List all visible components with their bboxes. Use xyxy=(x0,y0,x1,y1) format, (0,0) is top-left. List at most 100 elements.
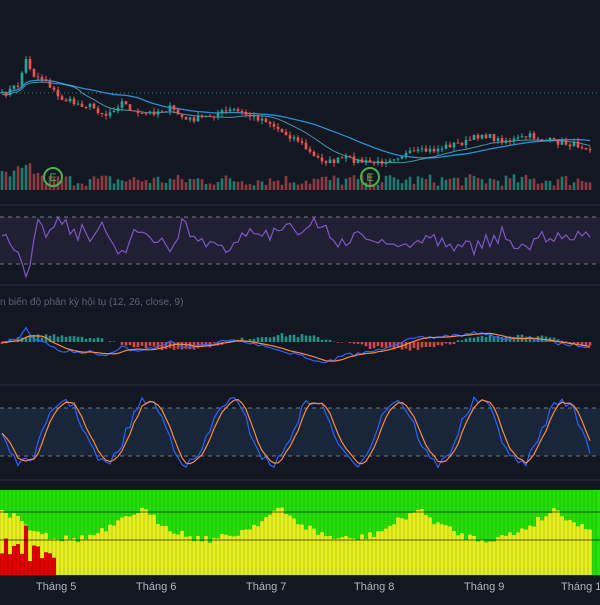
heatmap-bar-red xyxy=(8,554,12,575)
heatmap-bar-yellow xyxy=(308,526,312,575)
macd-histogram-bar xyxy=(313,335,316,342)
candle-body xyxy=(461,143,464,145)
macd-histogram-bar xyxy=(161,342,164,350)
candle-body xyxy=(245,112,248,115)
volume-bar xyxy=(513,174,516,190)
heatmap-bar-yellow xyxy=(136,513,140,575)
candle-body xyxy=(545,140,548,141)
macd-histogram-bar xyxy=(121,342,124,345)
volume-bar xyxy=(277,181,280,190)
macd-histogram-bar xyxy=(341,342,344,343)
heatmap-bar-yellow xyxy=(128,516,132,575)
price-pane[interactable] xyxy=(0,56,600,167)
volume-bar xyxy=(505,176,508,190)
heatmap-bar-yellow xyxy=(164,526,168,575)
volume-bar xyxy=(541,183,544,190)
volume-bar xyxy=(353,175,356,190)
candle-body xyxy=(117,108,120,111)
macd-histogram-bar xyxy=(261,337,264,342)
candle-body xyxy=(581,147,584,148)
macd-histogram-bar xyxy=(453,342,456,344)
macd-histogram-bar xyxy=(361,342,364,344)
heatmap-bar-yellow xyxy=(496,537,500,575)
candle-body xyxy=(209,116,212,117)
stochastic-pane[interactable] xyxy=(0,397,600,467)
macd-histogram-bar xyxy=(437,342,440,345)
candle-body xyxy=(329,160,332,163)
heatmap-bar-yellow xyxy=(248,530,252,575)
macd-histogram-bar xyxy=(85,339,88,342)
heatmap-bar-yellow xyxy=(300,525,304,575)
volume-bar xyxy=(141,181,144,190)
candle-body xyxy=(409,151,412,153)
heatmap-bar-yellow xyxy=(468,535,472,575)
heatmap-pane[interactable] xyxy=(0,490,600,575)
heatmap-bar-yellow xyxy=(180,531,184,575)
heatmap-bar-yellow xyxy=(208,543,212,575)
candle-body xyxy=(425,149,428,152)
volume-bar xyxy=(213,185,216,190)
heatmap-bar-yellow xyxy=(84,539,88,575)
volume-bar xyxy=(445,180,448,190)
volume-bar xyxy=(501,186,504,190)
candle-body xyxy=(257,115,260,120)
candle-body xyxy=(393,159,396,160)
candle-body xyxy=(169,105,172,111)
heatmap-bar-yellow xyxy=(340,537,344,575)
heatmap-bar-yellow xyxy=(488,542,492,575)
candle-body xyxy=(421,149,424,150)
macd-histogram-bar xyxy=(461,340,464,342)
heatmap-bar-yellow xyxy=(336,538,340,575)
rsi-pane[interactable] xyxy=(0,217,600,277)
candle-body xyxy=(541,139,544,140)
candle-body xyxy=(317,156,320,158)
volume-pane xyxy=(1,163,592,190)
macd-histogram-bar xyxy=(73,336,76,342)
heatmap-bar-yellow xyxy=(100,528,104,575)
candle-body xyxy=(17,86,20,87)
heatmap-bar-yellow xyxy=(228,536,232,575)
volume-bar xyxy=(413,184,416,190)
volume-bar xyxy=(449,179,452,190)
heatmap-bar-yellow xyxy=(152,515,156,575)
candle-body xyxy=(145,113,148,114)
volume-bar xyxy=(101,176,104,190)
volume-bar xyxy=(257,180,260,190)
heatmap-bar-yellow xyxy=(520,528,524,575)
volume-bar xyxy=(193,179,196,190)
heatmap-bar-yellow xyxy=(412,513,416,575)
heatmap-bar-yellow xyxy=(348,538,352,575)
heatmap-bar-yellow xyxy=(544,516,548,575)
candle-body xyxy=(453,143,456,148)
volume-bar xyxy=(201,179,204,190)
macd-histogram-bar xyxy=(285,336,288,342)
heatmap-bar-yellow xyxy=(436,522,440,575)
volume-bar xyxy=(253,185,256,190)
volume-bar xyxy=(109,176,112,190)
volume-bar xyxy=(129,180,132,190)
candle-body xyxy=(481,135,484,139)
heatmap-bar-yellow xyxy=(284,514,288,575)
candle-body xyxy=(33,69,36,77)
candle-body xyxy=(585,148,588,149)
candle-body xyxy=(333,160,336,163)
macd-histogram-bar xyxy=(65,337,68,342)
candle-body xyxy=(109,112,112,116)
macd-histogram-bar xyxy=(449,342,452,344)
candle-body xyxy=(313,152,316,156)
macd-histogram-bar xyxy=(441,342,444,346)
volume-bar xyxy=(197,178,200,190)
heatmap-bar-yellow xyxy=(536,517,540,575)
volume-bar xyxy=(497,181,500,190)
macd-pane[interactable] xyxy=(1,328,592,363)
candle-body xyxy=(89,104,92,107)
heatmap-bar-yellow xyxy=(428,517,432,575)
candle-body xyxy=(517,137,520,138)
macd-histogram-bar xyxy=(273,337,276,342)
candle-body xyxy=(449,145,452,148)
volume-bar xyxy=(517,182,520,190)
macd-indicator-title[interactable]: n biến độ phân kỳ hội tụ (12, 26, close,… xyxy=(0,297,183,308)
candle-body xyxy=(125,101,128,104)
macd-histogram-bar xyxy=(77,337,80,342)
time-axis-label: Tháng 1 xyxy=(561,581,600,593)
